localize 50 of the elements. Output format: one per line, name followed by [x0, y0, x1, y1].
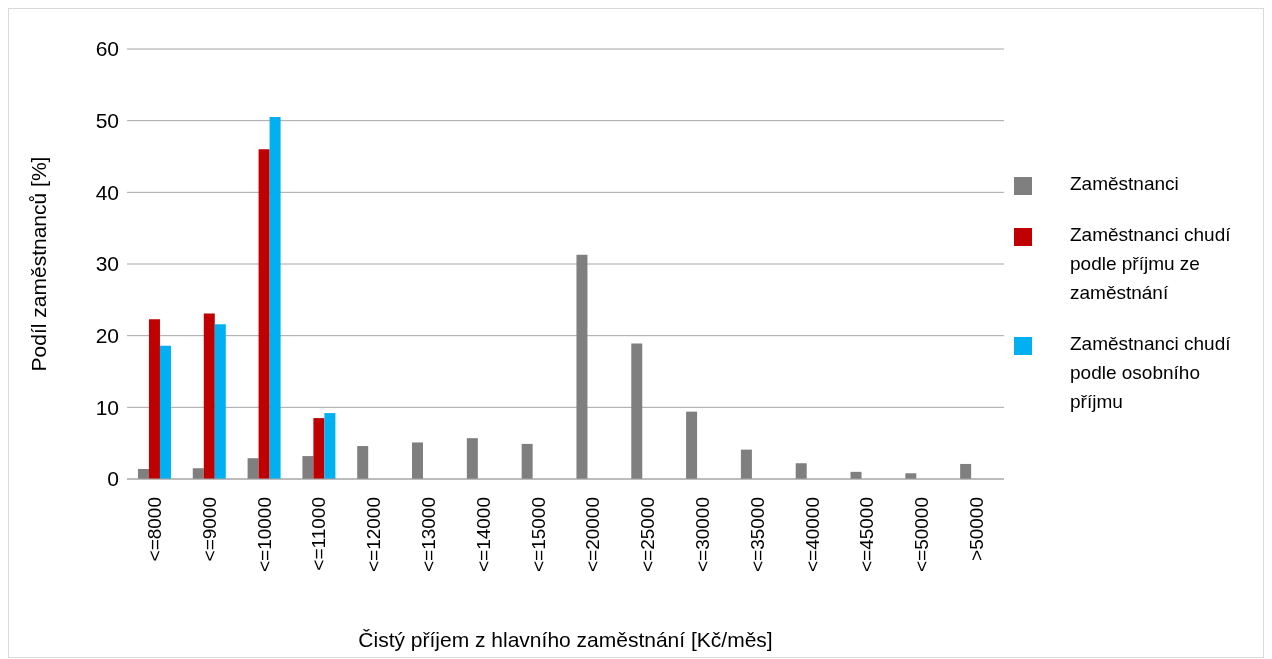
- bar: [466, 438, 478, 479]
- bar: [324, 413, 336, 479]
- bar: [214, 324, 226, 479]
- x-tick-label: <=30000: [692, 497, 714, 573]
- legend-label: Zaměstnanci: [1070, 172, 1180, 196]
- bar: [686, 411, 698, 479]
- bar: [159, 345, 171, 479]
- x-tick-label: <=35000: [746, 497, 768, 573]
- bar: [137, 468, 149, 479]
- x-tick-label: <=8000: [143, 497, 165, 562]
- bar: [269, 117, 281, 479]
- bar: [521, 443, 533, 479]
- x-tick-label: <=12000: [363, 497, 385, 573]
- y-tick-label: 40: [95, 180, 119, 204]
- bar: [247, 458, 259, 479]
- x-tick-label: <=10000: [253, 497, 275, 573]
- legend-label: Zaměstnanci chudí podle osobního příjmu: [1070, 332, 1232, 414]
- bar: [203, 313, 215, 479]
- x-tick-label: <=25000: [637, 497, 659, 573]
- bar: [795, 463, 807, 479]
- y-tick-label: 50: [95, 109, 119, 133]
- x-tick-label: <=20000: [582, 497, 604, 573]
- y-tick-label: 20: [95, 324, 119, 348]
- x-tick-label: <=50000: [911, 497, 933, 573]
- x-tick-label: <=15000: [527, 497, 549, 573]
- x-tick-label: <=9000: [198, 497, 220, 562]
- y-tick-label: 10: [95, 395, 119, 419]
- y-axis-title: Podíl zaměstnanců [%]: [27, 156, 51, 372]
- bar: [412, 442, 424, 479]
- x-tick-label: <=40000: [801, 497, 823, 573]
- y-tick-label: 60: [95, 37, 119, 61]
- x-tick-label: <=11000: [308, 497, 330, 571]
- x-tick-label: <=45000: [856, 497, 878, 573]
- bar: [631, 343, 643, 479]
- x-axis-title: Čistý příjem z hlavního zaměstnání [Kč/měs]: [358, 628, 773, 651]
- bar: [192, 468, 204, 479]
- y-tick-label: 30: [95, 252, 119, 276]
- x-tick-label: <=13000: [417, 497, 439, 573]
- bar: [148, 319, 160, 479]
- bar: [960, 463, 972, 479]
- y-tick-label: 0: [107, 467, 119, 491]
- bar: [258, 149, 270, 479]
- legend-label: Zaměstnanci chudí podle příjmu ze zaměstnání: [1070, 223, 1232, 305]
- bar: [576, 254, 588, 479]
- bar: [740, 449, 752, 479]
- bar: [313, 418, 325, 479]
- x-tick-label: >50000: [966, 497, 988, 561]
- x-tick-label: <=14000: [472, 497, 494, 573]
- bar: [302, 456, 314, 479]
- bar: [357, 446, 369, 479]
